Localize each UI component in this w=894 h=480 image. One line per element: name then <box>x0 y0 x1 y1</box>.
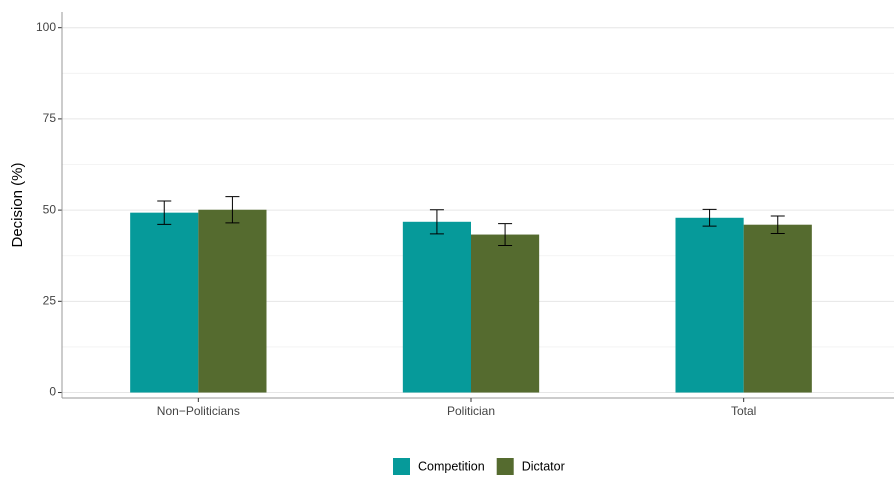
error-bar <box>498 223 513 246</box>
bar <box>402 221 471 393</box>
x-tick-label: Non−Politicians <box>157 404 240 418</box>
x-tick-label: Total <box>731 404 756 418</box>
error-bar <box>157 200 172 225</box>
bar <box>198 209 267 393</box>
y-tick-label: 25 <box>43 293 57 307</box>
error-bar <box>770 215 785 234</box>
y-tick-label: 75 <box>43 111 57 125</box>
legend-swatch <box>393 458 410 475</box>
legend-label: Competition <box>418 459 485 473</box>
bar <box>130 212 199 393</box>
bar <box>743 224 812 393</box>
error-bar <box>429 209 444 235</box>
legend-swatch <box>496 458 514 475</box>
y-tick-label: 50 <box>43 202 57 216</box>
legend-label: Dictator <box>522 459 565 473</box>
y-tick-label: 100 <box>36 20 56 34</box>
y-axis-title: Decision (%) <box>9 162 26 247</box>
bar <box>675 217 744 393</box>
error-bar <box>225 196 240 224</box>
x-tick-label: Politician <box>447 404 495 418</box>
y-tick-label: 0 <box>49 385 56 399</box>
error-bar <box>702 208 717 227</box>
bar <box>471 234 540 393</box>
